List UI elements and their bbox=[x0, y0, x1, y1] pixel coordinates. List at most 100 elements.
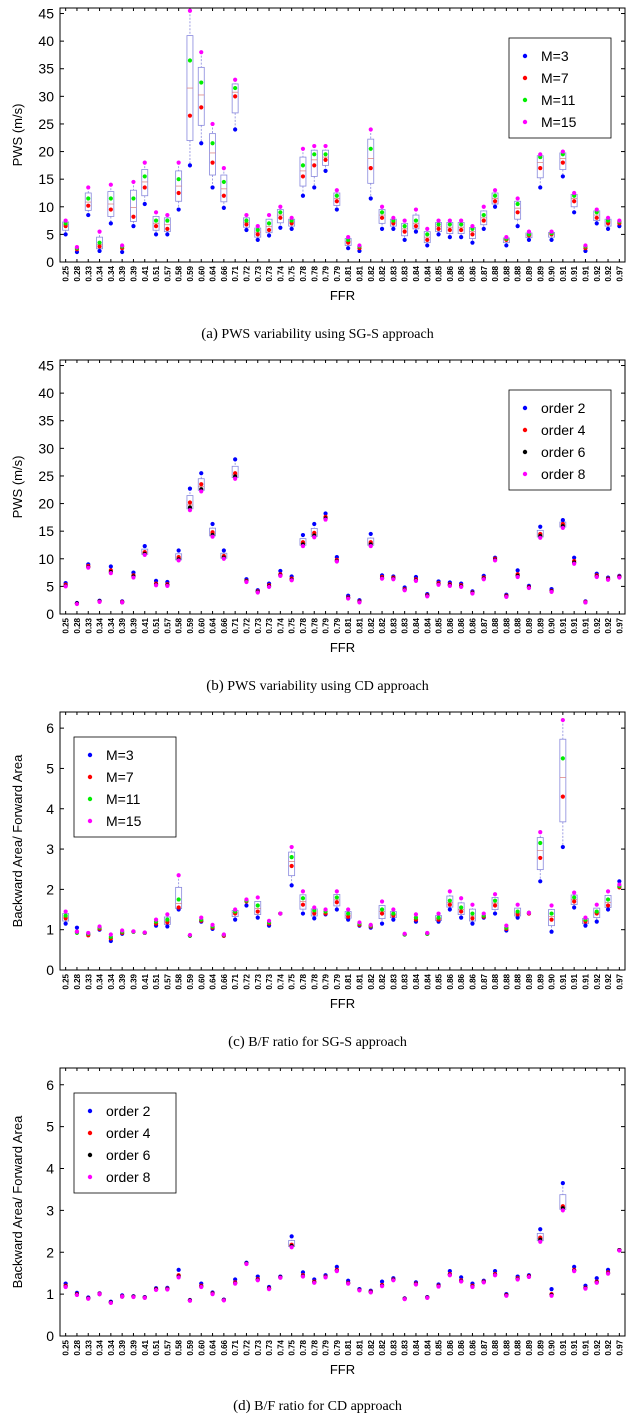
data-point bbox=[289, 1245, 294, 1250]
data-point bbox=[368, 922, 373, 927]
data-point bbox=[278, 568, 283, 574]
data-point bbox=[120, 600, 125, 605]
legend-marker bbox=[522, 405, 528, 411]
data-point bbox=[560, 717, 565, 723]
data-point bbox=[459, 896, 464, 901]
data-point bbox=[346, 907, 351, 912]
data-point bbox=[413, 578, 419, 583]
x-tick-label: 0.87 bbox=[480, 265, 489, 281]
box bbox=[299, 894, 307, 910]
data-point bbox=[221, 179, 226, 185]
data-point bbox=[594, 215, 599, 220]
data-point bbox=[289, 226, 294, 231]
panel-d: 0 1 2 3 4 5 6 0.25 0.28 0.33 0.34 0.34 0.39 0.39 0.41 0… bbox=[0, 1060, 635, 1424]
box bbox=[141, 169, 149, 197]
x-tick-label: 0.57 bbox=[163, 973, 172, 989]
data-point bbox=[425, 237, 430, 243]
data-point bbox=[86, 1296, 91, 1301]
data-point bbox=[504, 243, 509, 248]
x-tick-label: 0.81 bbox=[355, 973, 364, 989]
x-tick-label: 0.39 bbox=[118, 973, 127, 989]
data-point bbox=[142, 930, 147, 935]
data-point bbox=[379, 210, 385, 215]
legend-label: order 4 bbox=[541, 422, 586, 438]
x-tick-label: 0.41 bbox=[141, 973, 150, 989]
x-tick-label: 0.92 bbox=[604, 973, 613, 989]
legend-marker bbox=[87, 1152, 93, 1158]
caption-a-letter: (a) bbox=[201, 326, 218, 342]
data-point bbox=[583, 915, 588, 920]
data-point bbox=[244, 1261, 249, 1267]
data-point bbox=[515, 568, 520, 573]
data-point bbox=[459, 915, 464, 920]
data-point bbox=[549, 917, 554, 922]
data-point bbox=[199, 489, 204, 494]
data-point bbox=[447, 907, 452, 912]
data-point bbox=[74, 244, 80, 250]
x-tick-label: 0.51 bbox=[152, 1339, 161, 1355]
data-point bbox=[492, 911, 498, 916]
data-point bbox=[334, 193, 339, 198]
data-point bbox=[210, 521, 215, 527]
box bbox=[84, 192, 92, 211]
data-point bbox=[86, 930, 91, 936]
data-point bbox=[165, 912, 170, 917]
data-point bbox=[515, 909, 520, 914]
y-tick-label: 25 bbox=[38, 116, 54, 132]
data-point bbox=[526, 1274, 532, 1280]
data-point bbox=[538, 152, 543, 157]
data-point bbox=[153, 1287, 159, 1293]
x-tick-label: 0.84 bbox=[412, 265, 421, 281]
data-point bbox=[549, 237, 554, 243]
x-tick-label: 0.28 bbox=[73, 973, 82, 989]
legend-marker bbox=[87, 1130, 93, 1136]
data-point bbox=[210, 185, 215, 190]
x-tick-label: 0.25 bbox=[62, 617, 71, 633]
data-point bbox=[165, 212, 170, 218]
x-tick-label: 0.58 bbox=[175, 617, 184, 633]
data-point bbox=[323, 907, 328, 912]
data-point bbox=[221, 205, 226, 210]
data-point bbox=[199, 50, 204, 55]
data-point bbox=[594, 574, 599, 580]
x-axis-label: FFR bbox=[330, 1362, 355, 1377]
x-tick-label: 0.90 bbox=[548, 617, 557, 633]
data-point bbox=[492, 1273, 498, 1278]
data-point bbox=[300, 911, 306, 916]
data-point bbox=[379, 921, 385, 926]
data-point bbox=[97, 229, 102, 234]
data-point bbox=[323, 157, 328, 162]
data-point bbox=[594, 1280, 599, 1285]
data-point bbox=[413, 229, 419, 234]
x-tick-label: 0.88 bbox=[514, 1339, 523, 1355]
data-point bbox=[617, 218, 622, 223]
box bbox=[265, 218, 273, 234]
data-point bbox=[244, 227, 249, 233]
data-point bbox=[470, 902, 475, 907]
x-tick-label: 0.73 bbox=[254, 265, 263, 281]
data-point bbox=[492, 903, 498, 908]
data-point bbox=[504, 923, 509, 928]
x-tick-label: 0.78 bbox=[310, 617, 319, 633]
data-point bbox=[459, 1279, 464, 1284]
data-point bbox=[447, 898, 452, 903]
data-point bbox=[413, 224, 419, 229]
x-tick-label: 0.60 bbox=[197, 617, 206, 633]
x-tick-label: 0.84 bbox=[423, 1339, 432, 1355]
legend-marker bbox=[87, 796, 93, 802]
x-tick-label: 0.74 bbox=[276, 973, 285, 989]
x-tick-label: 0.84 bbox=[423, 617, 432, 633]
data-point bbox=[391, 907, 396, 912]
data-point bbox=[165, 226, 170, 231]
x-tick-label: 0.92 bbox=[604, 265, 613, 281]
data-point bbox=[300, 1270, 306, 1275]
data-point bbox=[617, 575, 622, 580]
data-point bbox=[526, 910, 532, 915]
data-point bbox=[266, 221, 272, 226]
x-tick-label: 0.59 bbox=[186, 265, 195, 281]
plot-frame bbox=[59, 359, 626, 615]
x-tick-label: 0.73 bbox=[254, 617, 263, 633]
x-tick-label: 0.91 bbox=[581, 265, 590, 281]
data-point bbox=[538, 1227, 543, 1232]
x-tick-label: 0.71 bbox=[231, 265, 240, 281]
